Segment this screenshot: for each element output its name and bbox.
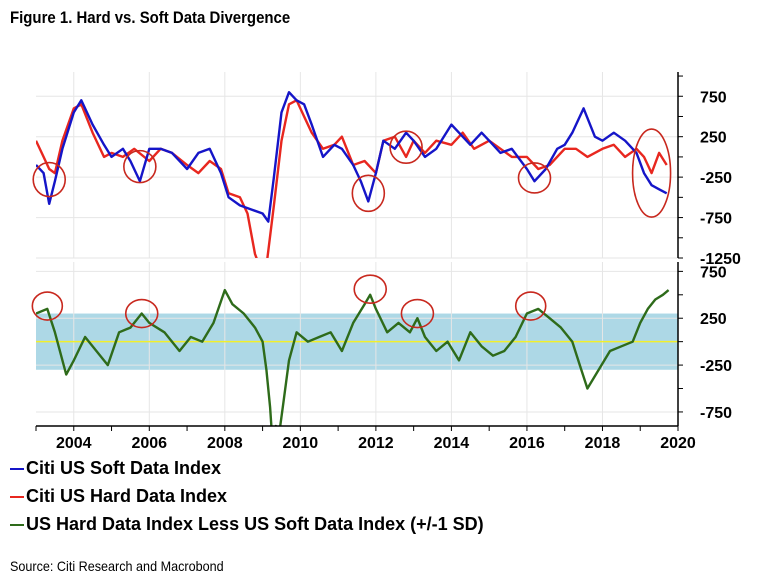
legend-item-soft: Citi US Soft Data Index (10, 458, 221, 479)
x-tick-label: 2010 (283, 435, 319, 452)
bottom-y-tick-label: -250 (700, 358, 732, 375)
highlight-circle-top (389, 130, 423, 165)
highlight-circle-top (32, 161, 67, 198)
x-tick-label: 2020 (660, 435, 696, 452)
highlight-circle-top (517, 162, 552, 194)
bottom-y-tick-label: -750 (700, 405, 732, 422)
x-tick-label: 2016 (509, 435, 545, 452)
top-y-tick-label: 750 (700, 89, 727, 106)
difference-line (36, 288, 670, 426)
soft-data-line (36, 90, 668, 223)
legend-swatch-soft (10, 468, 24, 471)
bottom-y-tick-label: 250 (700, 311, 727, 328)
highlight-circle-top (123, 149, 157, 184)
legend-item-diff: US Hard Data Index Less US Soft Data Ind… (10, 514, 484, 535)
bottom-y-tick-label: 750 (700, 264, 727, 281)
x-tick-label: 2008 (207, 435, 243, 452)
legend-swatch-hard (10, 496, 24, 499)
bottom-panel: -750 -250 250 750 (31, 262, 732, 426)
legend-label-soft: Citi US Soft Data Index (26, 458, 222, 478)
x-tick-label: 2014 (434, 435, 470, 452)
highlight-circle-bottom (124, 298, 159, 329)
highlight-circle-bottom (353, 274, 388, 304)
x-tick-label: 2006 (131, 435, 167, 452)
highlight-circle-top (351, 174, 386, 213)
source-note: Source: Citi Research and Macrobond (10, 558, 224, 574)
x-tick-label: 2018 (585, 435, 621, 452)
x-tick-label: 2012 (358, 435, 394, 452)
legend-swatch-diff (10, 524, 24, 527)
legend-label-diff: US Hard Data Index Less US Soft Data Ind… (26, 514, 484, 534)
hard-data-line (36, 99, 668, 258)
legend-item-hard: Citi US Hard Data Index (10, 486, 227, 507)
highlight-circle-top (631, 128, 672, 218)
x-tick-label: 2004 (56, 435, 92, 452)
legend-label-hard: Citi US Hard Data Index (26, 486, 228, 506)
highlight-circle-bottom (400, 298, 435, 329)
highlight-circle-bottom (31, 291, 64, 321)
figure-title: Figure 1. Hard vs. Soft Data Divergence (10, 8, 291, 27)
top-y-tick-label: -750 (700, 211, 732, 228)
top-panel: -1250 -750 -250 250 750 (32, 72, 741, 268)
top-y-tick-label: -250 (700, 170, 732, 187)
highlight-circle-bottom (514, 291, 547, 321)
top-y-tick-label: 250 (700, 130, 727, 147)
top-y-tick-label: -1250 (700, 251, 741, 268)
x-axis: 2004 2006 2008 2010 2012 2014 2016 2018 2020 (35, 425, 696, 452)
